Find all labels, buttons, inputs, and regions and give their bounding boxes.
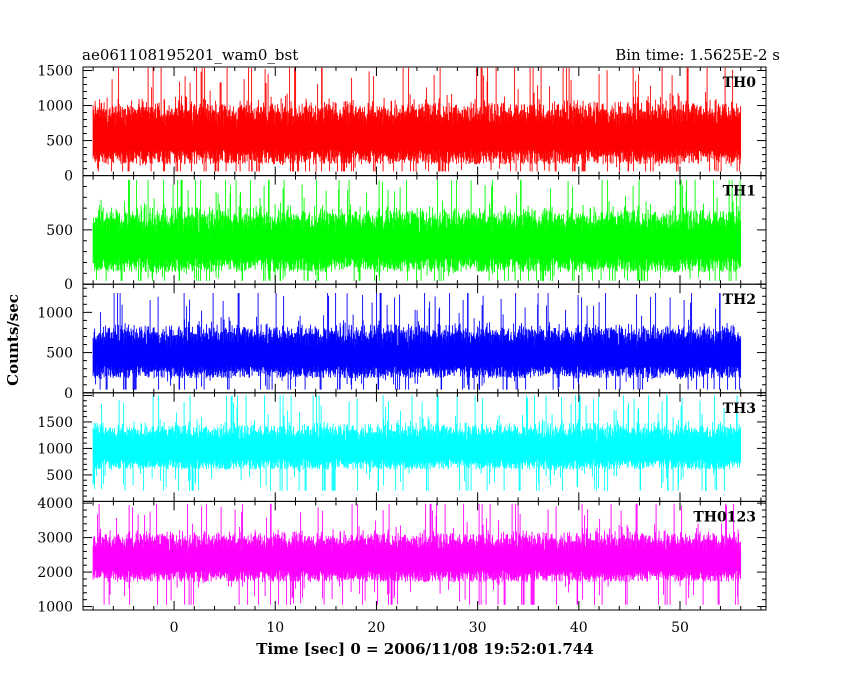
y-tick-label: 500: [46, 223, 73, 239]
x-tick-label: 0: [170, 620, 179, 636]
panels-group: 0 500 1000 1500 TH0 0 500 TH1 0 500 1000 TH2 500 1000…: [37, 64, 767, 616]
y-tick-label: 500: [46, 346, 73, 362]
y-tick-label: 3000: [37, 531, 73, 547]
y-tick-label: 1000: [37, 600, 73, 616]
series-label-th1: TH1: [723, 184, 756, 200]
y-tick-label: 500: [46, 468, 73, 484]
series-label-th2: TH2: [723, 292, 756, 308]
series-label-th0: TH0: [723, 75, 757, 91]
series-trace-th2: [92, 293, 742, 390]
panel-th0: 0 500 1000 1500 TH0: [37, 64, 767, 185]
y-tick-label: 2000: [37, 565, 73, 581]
y-tick-label: 1500: [37, 415, 73, 431]
panel-th2: 0 500 1000 TH2: [37, 283, 767, 402]
y-tick-label: 1000: [37, 441, 73, 457]
panel-frame: [82, 500, 767, 611]
series-label-th0123: TH0123: [693, 509, 756, 525]
x-tick-label: 40: [570, 620, 588, 636]
series-trace-th0: [92, 67, 742, 172]
x-tick-label: 30: [469, 620, 487, 636]
y-tick-label: 0: [64, 169, 73, 185]
y-tick-label: 1000: [37, 99, 73, 115]
panel-th1: 0 500 TH1: [46, 175, 767, 293]
x-tick-label: 10: [266, 620, 284, 636]
chart-header-right: Bin time: 1.5625E-2 s: [615, 46, 780, 64]
series-label-th3: TH3: [723, 401, 756, 417]
y-tick-label: 500: [46, 134, 73, 150]
y-tick-label: 1000: [37, 305, 73, 321]
y-tick-label: 4000: [37, 496, 73, 512]
x-tick-label: 50: [671, 620, 689, 636]
series-trace-th0123: [92, 503, 742, 605]
y-tick-label: 0: [64, 386, 73, 402]
x-tick-labels: 0 10 20 30 40 50: [170, 620, 689, 636]
y-axis-label: Counts/sec: [4, 294, 22, 386]
chart-header-left: ae061108195201_wam0_bst: [82, 46, 298, 64]
series-trace-th1: [92, 179, 742, 281]
x-axis-label: Time [sec] 0 = 2006/11/08 19:52:01.744: [256, 640, 593, 658]
series-trace-th3: [92, 395, 742, 491]
panel-th0123: 1000 2000 3000 4000 TH0123: [37, 496, 767, 616]
x-tick-label: 20: [368, 620, 386, 636]
y-tick-label: 1500: [37, 64, 73, 80]
panel-th3: 500 1000 1500 TH3: [37, 392, 767, 502]
y-tick-label: 0: [64, 277, 73, 293]
